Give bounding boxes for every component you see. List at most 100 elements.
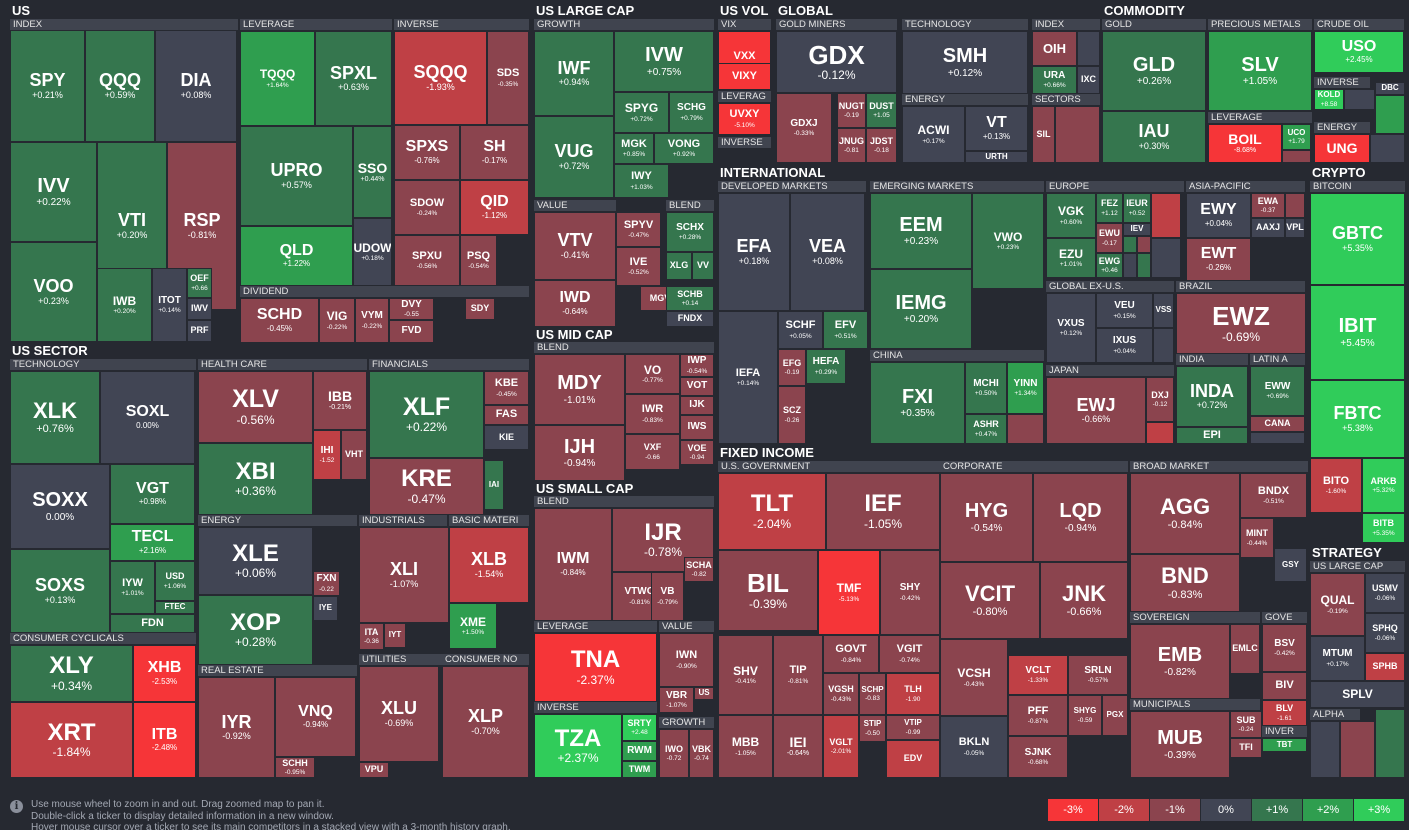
ticker-tile-xle[interactable]: XLE +0.06% xyxy=(198,527,313,595)
ticker-tile-sh[interactable]: SH -0.17% xyxy=(460,125,529,180)
ticker-tile-ita[interactable]: ITA -0.36 xyxy=(359,623,384,650)
ticker-tile-gld[interactable]: GLD +0.26% xyxy=(1102,31,1206,111)
ticker-tile-spxu[interactable]: SPXU -0.56% xyxy=(394,235,460,286)
ticker-tile-vxf[interactable]: VXF -0.66 xyxy=(625,434,680,470)
ticker-tile-iwd[interactable]: IWD -0.64% xyxy=(534,280,616,327)
ticker-tile-slv[interactable]: SLV +1.05% xyxy=(1208,31,1312,111)
ticker-tile-efg[interactable]: EFG -0.19 xyxy=(778,349,806,386)
ticker-tile-mchi[interactable]: MCHI +0.50% xyxy=(965,362,1007,414)
ticker-tile-sjnk[interactable]: SJNK -0.68% xyxy=(1008,736,1068,778)
ticker-tile-ezu[interactable]: EZU +1.01% xyxy=(1046,238,1096,278)
ticker-tile-vgk[interactable]: VGK +0.60% xyxy=(1046,193,1096,238)
ticker-tile-ixc[interactable]: IXC xyxy=(1077,66,1100,94)
ticker-tile-schh[interactable]: SCHH -0.95% xyxy=(275,757,315,778)
ticker-tile-tza[interactable]: TZA +2.37% xyxy=(534,714,622,778)
ticker-tile-mub[interactable]: MUB -0.39% xyxy=(1130,711,1230,778)
ticker-tile-sil[interactable]: SIL xyxy=(1032,106,1055,163)
ticker-tile-itb[interactable]: ITB -2.48% xyxy=(133,702,196,778)
ticker-tile-qqq[interactable]: QQQ +0.59% xyxy=(85,30,155,142)
ticker-tile-edv[interactable]: EDV xyxy=(886,740,940,778)
ticker-tile-ive[interactable]: IVE -0.52% xyxy=(616,247,661,286)
ticker-tile-tbt[interactable]: TBT xyxy=(1262,738,1307,752)
ticker-tile-hyg[interactable]: HYG -0.54% xyxy=(940,473,1033,562)
ticker-tile-eem[interactable]: EEM +0.23% xyxy=(870,193,972,269)
ticker-tile-emb[interactable]: EMB -0.82% xyxy=(1130,624,1230,699)
ticker-tile-tlt[interactable]: TLT -2.04% xyxy=(718,473,826,550)
ticker-tile-ashr[interactable]: ASHR +0.47% xyxy=(965,414,1007,444)
ticker-tile-xlp[interactable]: XLP -0.70% xyxy=(442,666,529,778)
ticker-tile-vtv[interactable]: VTV -0.41% xyxy=(534,212,616,280)
ticker-tile-rwm[interactable]: RWM xyxy=(622,741,657,761)
ticker-tile-dvy[interactable]: DVY -0.55 xyxy=(389,298,434,320)
ticker-tile-mdy[interactable]: MDY -1.01% xyxy=(534,354,625,425)
ticker-tile-vht[interactable]: VHT xyxy=(341,430,367,480)
ticker-tile-hefa[interactable]: HEFA +0.29% xyxy=(806,349,846,384)
ticker-tile-ewj[interactable]: EWJ -0.66% xyxy=(1046,377,1146,444)
ticker-tile-sdy[interactable]: SDY xyxy=(465,298,495,320)
ticker-tile-vgit[interactable]: VGIT -0.74% xyxy=(879,635,940,673)
ticker-tile[interactable] xyxy=(1123,253,1137,278)
ticker-tile-fxn[interactable]: FXN -0.22 xyxy=(313,571,340,596)
ticker-tile-iye[interactable]: IYE xyxy=(313,596,338,621)
ticker-tile-srln[interactable]: SRLN -0.57% xyxy=(1068,655,1128,695)
ticker-tile-scz[interactable]: SCZ -0.26 xyxy=(778,386,806,444)
ticker-tile-fvd[interactable]: FVD xyxy=(389,320,434,343)
ticker-tile-tlh[interactable]: TLH -1.90 xyxy=(886,673,940,715)
ticker-tile[interactable] xyxy=(1370,134,1405,163)
ticker-tile-tna[interactable]: TNA -2.37% xyxy=(534,633,657,702)
ticker-tile-xlf[interactable]: XLF +0.22% xyxy=(369,371,484,458)
ticker-tile-vug[interactable]: VUG +0.72% xyxy=(534,116,614,198)
ticker-tile-tecl[interactable]: TECL +2.16% xyxy=(110,524,195,561)
ticker-tile-cana[interactable]: CANA xyxy=(1250,416,1305,432)
ticker-tile-stip[interactable]: STIP -0.50 xyxy=(859,715,886,742)
ticker-tile-iefa[interactable]: IEFA +0.14% xyxy=(718,311,778,444)
ticker-tile-veu[interactable]: VEU +0.15% xyxy=(1096,293,1153,328)
ticker-tile-xli[interactable]: XLI -1.07% xyxy=(359,527,449,623)
ticker-tile-xme[interactable]: XME +1.50% xyxy=(449,603,497,649)
ticker-tile-gsy[interactable]: GSY xyxy=(1274,548,1307,582)
ticker-tile-vpu[interactable]: VPU xyxy=(359,762,389,778)
ticker-tile[interactable] xyxy=(1077,31,1100,66)
ticker-tile-twm[interactable]: TWM xyxy=(622,761,657,778)
ticker-tile-vss[interactable]: VSS xyxy=(1153,293,1174,328)
ticker-tile[interactable] xyxy=(1310,721,1340,778)
ticker-tile-fez[interactable]: FEZ +1.12 xyxy=(1096,193,1123,223)
ticker-tile-soxx[interactable]: SOXX 0.00% xyxy=(10,464,110,549)
ticker-tile-qid[interactable]: QID -1.12% xyxy=(460,180,529,235)
ticker-tile-pff[interactable]: PFF -0.87% xyxy=(1008,695,1068,736)
ticker-tile-vgsh[interactable]: VGSH -0.43% xyxy=(823,673,859,715)
ticker-tile-iyr[interactable]: IYR -0.92% xyxy=(198,677,275,778)
ticker-tile-vnq[interactable]: VNQ -0.94% xyxy=(275,677,356,757)
ticker-tile-voe[interactable]: VOE -0.94 xyxy=(680,440,714,465)
ticker-tile-epi[interactable]: EPI xyxy=(1176,427,1248,444)
ticker-tile-gdxj[interactable]: GDXJ -0.33% xyxy=(776,93,832,163)
ticker-tile-schp[interactable]: SCHP -0.83 xyxy=(859,673,886,715)
ticker-tile-iwr[interactable]: IWR -0.83% xyxy=(625,394,680,434)
ticker-tile-oih[interactable]: OIH xyxy=(1032,31,1077,66)
ticker-tile-xlk[interactable]: XLK +0.76% xyxy=(10,371,100,464)
ticker-tile-srty[interactable]: SRTY +2.48 xyxy=(622,714,657,741)
ticker-tile-jnug[interactable]: JNUG -0.81 xyxy=(837,128,866,163)
ticker-tile-vea[interactable]: VEA +0.08% xyxy=(790,193,865,311)
ticker-tile-dbc[interactable]: DBC xyxy=(1375,82,1405,95)
ticker-tile-pgx[interactable]: PGX xyxy=(1102,695,1128,736)
ticker-tile-ura[interactable]: URA +0.66% xyxy=(1032,66,1077,94)
ticker-tile-xop[interactable]: XOP +0.28% xyxy=(198,595,313,665)
ticker-tile-vpl[interactable]: VPL xyxy=(1285,218,1305,238)
ticker-tile-iwv[interactable]: IWV xyxy=(187,298,212,320)
ticker-tile-fxi[interactable]: FXI +0.35% xyxy=(870,362,965,444)
ticker-tile-upro[interactable]: UPRO +0.57% xyxy=(240,126,353,226)
ticker-tile-tqqq[interactable]: TQQQ +1.64% xyxy=(240,31,315,126)
ticker-tile-iemg[interactable]: IEMG +0.20% xyxy=(870,269,972,349)
ticker-tile-bil[interactable]: BIL -0.39% xyxy=(718,550,818,631)
ticker-tile-fbtc[interactable]: FBTC +5.38% xyxy=(1310,380,1405,458)
ticker-tile-ewg[interactable]: EWG +0.46 xyxy=(1096,253,1123,278)
heatmap-canvas[interactable]: US US SECTOR US LARGE CAP US MID CAP US SMAL… xyxy=(0,0,1409,790)
ticker-tile[interactable] xyxy=(1007,414,1044,444)
ticker-tile-spyg[interactable]: SPYG +0.72% xyxy=(614,92,669,133)
ticker-tile-iwm[interactable]: IWM -0.84% xyxy=(534,508,612,621)
ticker-tile[interactable] xyxy=(1282,150,1311,163)
ticker-tile[interactable] xyxy=(1340,721,1375,778)
ticker-tile-bkln[interactable]: BKLN -0.05% xyxy=(940,716,1008,778)
ticker-tile-jnk[interactable]: JNK -0.66% xyxy=(1040,562,1128,639)
